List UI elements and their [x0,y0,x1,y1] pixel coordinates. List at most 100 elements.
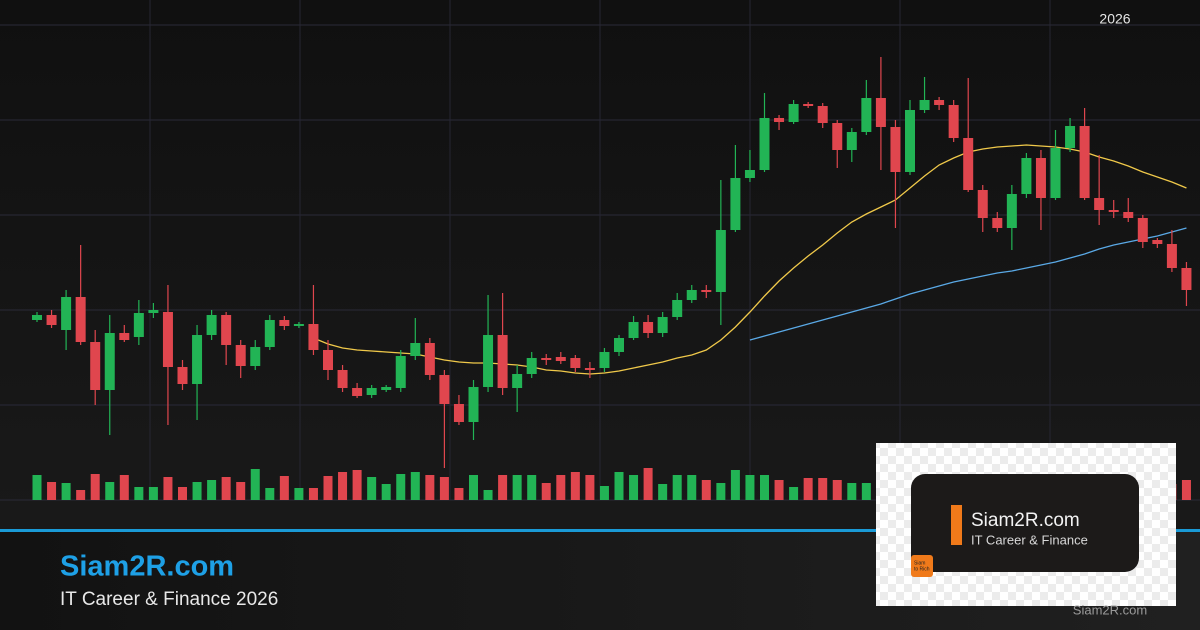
candle-body [788,104,799,122]
candle-body [192,335,203,384]
candle-body [424,343,435,375]
volume-bar [338,472,348,500]
volume-bar [527,475,537,500]
volume-bar [818,478,828,500]
candle-body [730,178,741,230]
volume-bar [658,484,668,500]
volume-bar [789,487,799,500]
candle-body [75,297,86,342]
candle-body [133,313,144,337]
volume-bar [221,477,231,500]
moving-average [313,144,1187,375]
volume-bar [207,480,217,500]
candle-body [61,297,72,330]
candle-body [119,333,130,340]
candle-body [934,100,945,105]
volume-bar [861,483,871,500]
volume-bar [541,483,551,500]
candle-body [90,342,101,390]
volume-bar [32,475,42,500]
volume-bar [570,472,580,500]
candle-body [410,343,421,356]
volume-bar [498,475,508,500]
candle-body [803,104,814,106]
volume-bar [192,482,202,500]
badge-line: to Rich [914,566,930,572]
candle-body [919,100,930,110]
logo-card [911,474,1139,572]
candle-body [1021,158,1032,194]
volume-bar [250,469,260,500]
candle-body [570,358,581,368]
candle-body [483,335,494,387]
candle-body [162,312,173,367]
candle-body [221,315,232,345]
volume-bar [803,478,813,500]
volume-bar [425,475,435,500]
volume-bar [1181,480,1191,500]
candle-body [1094,198,1105,210]
candle-body [206,315,217,335]
volume-bar [599,486,609,500]
watermark: Siam2R.com [1073,602,1147,617]
volume-bar [61,483,71,500]
candle-body [584,368,595,370]
volume-bar [105,482,115,500]
candle-body [817,106,828,123]
volume-bar [629,475,639,500]
candle-body [148,310,159,313]
candle-body [1079,126,1090,198]
logo-overlay: Siam2R.com IT Career & Finance Siam to R… [876,443,1176,606]
candle-body [250,347,261,366]
candle-body [715,230,726,292]
candle-body [875,98,886,127]
badge [911,555,933,577]
volume-bar [294,488,304,500]
candle-body [963,138,974,190]
candle-body [1123,212,1134,218]
volume-bar [774,480,784,500]
volume-bar [556,475,566,500]
volume-bar [381,484,391,500]
volume-bar [832,480,842,500]
volume-bar [396,474,406,500]
candle-body [686,290,697,300]
volume-bar [90,474,100,500]
footer-line [0,529,1200,532]
candle-body [541,358,552,360]
badge-line: Siam [914,560,925,566]
candle-body [264,320,275,347]
volume-bar [163,477,173,500]
volume-bar [236,482,246,500]
candle-body [774,118,785,122]
candle-body [439,375,450,404]
candle-body [352,388,363,396]
candle-body [32,315,42,320]
logo-bar [951,505,962,545]
candle-body [832,123,843,150]
candle-body [672,300,683,317]
volume-bar [760,475,769,500]
candle-body [701,290,712,292]
candle-body [890,127,901,172]
candle-body [235,345,246,366]
volume-bar [716,483,726,500]
candle-body [497,335,508,388]
candle-body [395,356,406,388]
volume-bar [352,470,362,500]
volume-bar [76,490,86,500]
candle-body [643,322,654,333]
candle-body [526,358,537,374]
logo-title: Siam2R.com [971,510,1080,531]
year-label: 2026 [1099,11,1130,27]
volume-bar [745,475,755,500]
candle-body [628,322,639,338]
candle-body [468,387,479,422]
volume-bar [672,475,682,500]
candle-body [1166,244,1177,268]
candle-body [846,132,857,150]
candle-body [1181,268,1192,290]
volume-bar [178,487,187,500]
candle-body [948,105,959,138]
